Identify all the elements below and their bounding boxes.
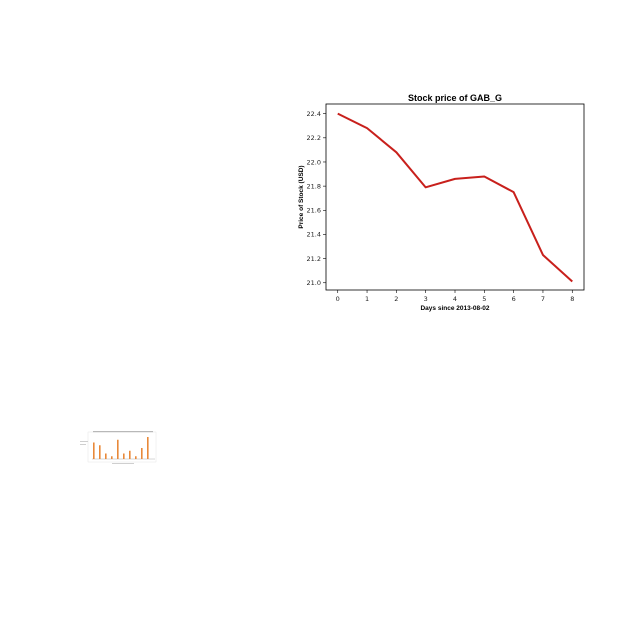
- thumbnail-frame: [87, 431, 157, 463]
- y-tick-label: 21.6: [307, 207, 321, 215]
- thumbnail-bar: [105, 453, 107, 459]
- x-tick-label: 4: [453, 295, 457, 303]
- x-tick-label: 7: [541, 295, 545, 303]
- thumbnail-bar: [99, 445, 101, 459]
- thumbnail-ylabel-bar: [80, 441, 88, 442]
- thumbnail-bar: [141, 448, 143, 459]
- x-tick-label: 2: [394, 295, 398, 303]
- y-axis: 21.0 21.2 21.4 21.6 21.8 22.0 22.2 22.4: [307, 110, 326, 287]
- y-tick-label: 21.8: [307, 182, 321, 190]
- thumbnail-xlabel-bar: [112, 463, 134, 464]
- thumbnail-bar: [147, 437, 149, 459]
- x-tick-label: 1: [365, 295, 369, 303]
- plot-area: [325, 103, 585, 291]
- series-layer: [337, 112, 573, 283]
- y-axis-label: Price of Stock (USD): [298, 165, 305, 228]
- thumbnail-bar: [135, 456, 137, 459]
- series-line: [337, 112, 573, 283]
- x-tick-label: 3: [424, 295, 428, 303]
- y-tick-label: 21.4: [307, 231, 321, 239]
- thumbnail-title-bar: [93, 431, 153, 433]
- thumbnail-ylabel-bar: [80, 444, 86, 445]
- y-tick-label: 21.0: [307, 279, 321, 287]
- thumbnail-bar: [123, 453, 125, 459]
- thumbnail-bar: [117, 439, 119, 459]
- thumbnail-bar-chart: [80, 431, 157, 464]
- x-axis: 0 1 2 3 4 5 6 7 8: [336, 290, 574, 303]
- thumbnail-bar: [129, 450, 131, 459]
- thumbnail-bars: [93, 437, 149, 459]
- x-tick-label: 8: [570, 295, 574, 303]
- x-tick-label: 5: [482, 295, 486, 303]
- y-tick-label: 22.2: [307, 134, 321, 142]
- y-tick-label: 21.2: [307, 255, 321, 263]
- y-tick-label: 22.0: [307, 158, 321, 166]
- x-tick-label: 6: [512, 295, 516, 303]
- thumbnail-bar: [93, 442, 95, 459]
- y-tick-label: 22.4: [307, 110, 321, 118]
- chart-title: Stock price of GAB_G: [408, 93, 502, 103]
- x-axis-label: Days since 2013-08-02: [420, 305, 489, 312]
- x-tick-label: 0: [336, 295, 340, 303]
- thumbnail-bar: [111, 456, 113, 459]
